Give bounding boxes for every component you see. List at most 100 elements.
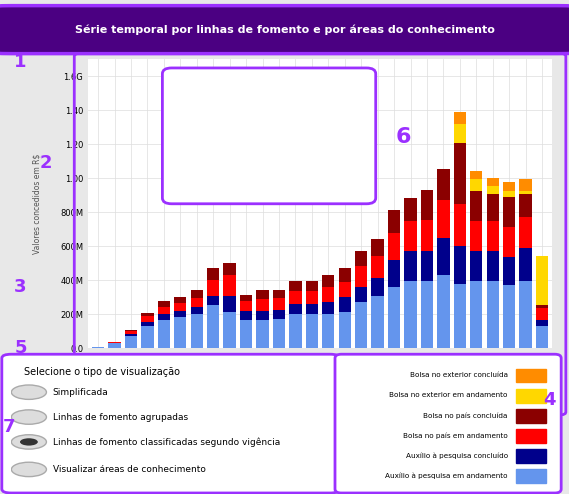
Bar bbox=[273, 310, 285, 320]
Bar bbox=[141, 326, 154, 348]
Bar bbox=[322, 275, 335, 287]
Bar bbox=[273, 320, 285, 348]
Bar bbox=[503, 227, 516, 257]
Bar bbox=[503, 182, 516, 191]
Bar bbox=[322, 314, 335, 348]
Bar bbox=[519, 281, 532, 348]
Bar bbox=[289, 314, 302, 348]
Y-axis label: Valores concedidos em R$: Valores concedidos em R$ bbox=[33, 154, 42, 254]
Bar bbox=[257, 290, 269, 299]
Bar bbox=[125, 331, 137, 334]
Circle shape bbox=[20, 438, 38, 446]
Bar bbox=[470, 281, 483, 348]
Bar bbox=[141, 313, 154, 316]
Bar bbox=[158, 301, 170, 307]
Bar bbox=[405, 198, 417, 221]
Bar bbox=[519, 179, 532, 191]
Text: Bolsa no país concluída: Bolsa no país concluída bbox=[423, 412, 508, 419]
FancyBboxPatch shape bbox=[0, 5, 569, 54]
Bar bbox=[470, 171, 483, 179]
Bar bbox=[257, 299, 269, 311]
Bar bbox=[108, 343, 121, 348]
Bar bbox=[421, 190, 433, 220]
Bar bbox=[174, 297, 187, 303]
Bar bbox=[141, 316, 154, 322]
Text: Linhas de fomento agrupadas: Linhas de fomento agrupadas bbox=[53, 412, 188, 421]
FancyBboxPatch shape bbox=[162, 68, 376, 204]
Bar bbox=[437, 169, 450, 200]
Bar bbox=[519, 217, 532, 248]
Bar bbox=[519, 248, 532, 281]
Bar bbox=[372, 256, 384, 278]
Text: 7: 7 bbox=[3, 418, 15, 436]
Text: 4: 4 bbox=[543, 391, 556, 409]
Bar bbox=[339, 268, 351, 282]
Bar bbox=[421, 250, 433, 281]
Bar bbox=[158, 307, 170, 314]
Text: Selecione o tipo de visualização: Selecione o tipo de visualização bbox=[24, 368, 180, 377]
Bar bbox=[536, 320, 548, 326]
Bar bbox=[174, 317, 187, 348]
Bar bbox=[503, 285, 516, 348]
Bar bbox=[289, 291, 302, 304]
Bar bbox=[519, 195, 532, 217]
Bar bbox=[158, 314, 170, 320]
Bar bbox=[453, 124, 466, 143]
Text: Simplificada: Simplificada bbox=[53, 388, 109, 397]
Bar bbox=[257, 311, 269, 320]
Bar bbox=[224, 275, 236, 296]
Bar bbox=[355, 266, 368, 287]
Bar bbox=[322, 302, 335, 314]
Text: 1: 1 bbox=[14, 53, 27, 71]
Bar bbox=[191, 298, 203, 307]
Bar bbox=[536, 308, 548, 320]
Bar bbox=[503, 197, 516, 227]
Bar bbox=[174, 303, 187, 311]
Bar bbox=[240, 295, 252, 301]
Bar bbox=[158, 320, 170, 348]
Bar bbox=[372, 240, 384, 256]
Text: 6: 6 bbox=[396, 127, 411, 147]
Bar bbox=[125, 334, 137, 335]
Bar bbox=[405, 281, 417, 348]
Bar bbox=[388, 210, 400, 233]
Text: Auxílio à pesquisa concluído: Auxílio à pesquisa concluído bbox=[406, 453, 508, 459]
Bar bbox=[240, 320, 252, 348]
Bar bbox=[273, 289, 285, 298]
Text: 2: 2 bbox=[40, 154, 52, 172]
Bar bbox=[125, 335, 137, 348]
Bar bbox=[437, 200, 450, 238]
Bar bbox=[141, 322, 154, 326]
Bar bbox=[207, 305, 219, 348]
Bar bbox=[470, 251, 483, 281]
Bar bbox=[306, 304, 318, 314]
Bar bbox=[486, 194, 499, 221]
Bar bbox=[503, 257, 516, 285]
FancyBboxPatch shape bbox=[2, 354, 340, 493]
Bar bbox=[453, 284, 466, 348]
Bar bbox=[470, 191, 483, 221]
Bar bbox=[516, 389, 546, 403]
Circle shape bbox=[11, 410, 47, 424]
Bar bbox=[240, 311, 252, 320]
Bar bbox=[453, 143, 466, 204]
Bar bbox=[108, 342, 121, 343]
Text: Série temporal por linhas de fomento e por áreas do conhecimento: Série temporal por linhas de fomento e p… bbox=[75, 24, 494, 35]
Bar bbox=[306, 314, 318, 348]
Text: Bolsa no país em andamento: Bolsa no país em andamento bbox=[403, 432, 508, 439]
Bar bbox=[486, 281, 499, 348]
Bar bbox=[240, 301, 252, 311]
Bar bbox=[355, 287, 368, 302]
Text: 5: 5 bbox=[14, 339, 27, 357]
Bar bbox=[453, 247, 466, 284]
Bar bbox=[191, 314, 203, 348]
Bar bbox=[289, 281, 302, 291]
Bar bbox=[519, 191, 532, 195]
Bar bbox=[224, 263, 236, 275]
Bar bbox=[207, 295, 219, 305]
Bar bbox=[516, 469, 546, 483]
Circle shape bbox=[11, 462, 47, 477]
Bar bbox=[224, 296, 236, 312]
Bar bbox=[92, 347, 104, 348]
Bar bbox=[388, 287, 400, 348]
